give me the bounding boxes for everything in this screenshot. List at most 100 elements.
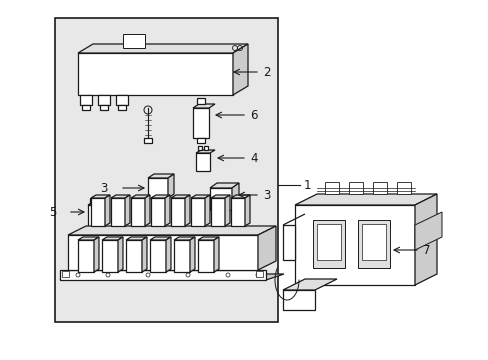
Polygon shape xyxy=(191,198,204,226)
Polygon shape xyxy=(190,237,195,272)
Polygon shape xyxy=(91,198,105,226)
Polygon shape xyxy=(78,237,99,240)
Polygon shape xyxy=(184,195,190,226)
Bar xyxy=(118,105,126,110)
Polygon shape xyxy=(283,279,336,290)
Polygon shape xyxy=(78,240,94,272)
Polygon shape xyxy=(102,237,123,240)
Bar xyxy=(396,182,410,194)
Polygon shape xyxy=(283,214,305,225)
Polygon shape xyxy=(148,174,174,178)
Polygon shape xyxy=(224,195,229,226)
Polygon shape xyxy=(78,53,232,95)
Polygon shape xyxy=(414,194,436,285)
Polygon shape xyxy=(105,195,110,226)
Bar xyxy=(348,182,362,194)
Polygon shape xyxy=(230,198,244,226)
Bar xyxy=(372,182,386,194)
Polygon shape xyxy=(193,104,215,108)
Polygon shape xyxy=(244,195,249,226)
Text: 2: 2 xyxy=(263,66,270,78)
Polygon shape xyxy=(131,195,150,198)
Polygon shape xyxy=(68,226,275,235)
Polygon shape xyxy=(94,237,99,272)
Bar xyxy=(116,95,128,105)
Text: 4: 4 xyxy=(249,152,257,165)
Polygon shape xyxy=(283,225,294,260)
Polygon shape xyxy=(145,195,150,226)
Polygon shape xyxy=(125,195,130,226)
Bar xyxy=(312,220,345,268)
Bar xyxy=(148,178,168,198)
Polygon shape xyxy=(150,240,165,272)
Text: 3: 3 xyxy=(101,181,108,194)
Polygon shape xyxy=(150,237,171,240)
Polygon shape xyxy=(231,183,239,210)
Bar xyxy=(55,18,278,322)
Polygon shape xyxy=(258,226,275,270)
Text: 5: 5 xyxy=(48,206,56,219)
Bar xyxy=(316,224,340,260)
Polygon shape xyxy=(131,198,145,226)
Bar xyxy=(80,95,92,105)
Polygon shape xyxy=(232,44,247,95)
Polygon shape xyxy=(191,195,209,198)
Polygon shape xyxy=(171,195,190,198)
Polygon shape xyxy=(230,195,249,198)
Bar xyxy=(325,182,338,194)
Polygon shape xyxy=(174,237,195,240)
Polygon shape xyxy=(91,195,110,198)
Bar xyxy=(203,146,207,150)
Text: 6: 6 xyxy=(249,108,257,122)
Polygon shape xyxy=(118,237,123,272)
Bar xyxy=(197,98,204,104)
Text: 7: 7 xyxy=(422,243,429,257)
Polygon shape xyxy=(111,198,125,226)
Polygon shape xyxy=(204,195,209,226)
Polygon shape xyxy=(88,202,107,205)
Bar xyxy=(361,224,385,260)
Bar xyxy=(198,146,202,150)
Polygon shape xyxy=(414,212,441,250)
Polygon shape xyxy=(68,235,258,270)
Polygon shape xyxy=(198,237,219,240)
Bar xyxy=(96,198,100,203)
Polygon shape xyxy=(294,205,414,285)
Polygon shape xyxy=(126,237,147,240)
Polygon shape xyxy=(60,270,265,280)
Bar xyxy=(90,198,94,203)
Polygon shape xyxy=(102,240,118,272)
Polygon shape xyxy=(210,195,229,198)
Bar xyxy=(62,271,69,277)
Polygon shape xyxy=(283,290,314,310)
Polygon shape xyxy=(165,237,171,272)
Bar xyxy=(209,188,231,210)
Polygon shape xyxy=(171,198,184,226)
Text: 1: 1 xyxy=(304,179,311,192)
Bar xyxy=(100,105,108,110)
Bar xyxy=(256,271,263,277)
Bar xyxy=(123,34,145,48)
Polygon shape xyxy=(60,274,284,280)
Bar xyxy=(357,220,389,268)
Polygon shape xyxy=(214,237,219,272)
Polygon shape xyxy=(151,195,170,198)
Bar xyxy=(82,105,90,110)
Bar xyxy=(196,153,209,171)
Polygon shape xyxy=(209,183,239,188)
Polygon shape xyxy=(126,240,142,272)
Polygon shape xyxy=(78,44,247,53)
Text: 3: 3 xyxy=(263,189,270,202)
Polygon shape xyxy=(294,194,436,205)
Polygon shape xyxy=(168,174,174,198)
Bar xyxy=(197,138,204,143)
Polygon shape xyxy=(164,195,170,226)
Polygon shape xyxy=(210,198,224,226)
Polygon shape xyxy=(196,150,215,153)
Bar xyxy=(98,95,110,105)
Bar xyxy=(88,205,102,227)
Bar xyxy=(193,108,208,138)
Polygon shape xyxy=(151,198,164,226)
Polygon shape xyxy=(111,195,130,198)
Bar xyxy=(143,138,152,143)
